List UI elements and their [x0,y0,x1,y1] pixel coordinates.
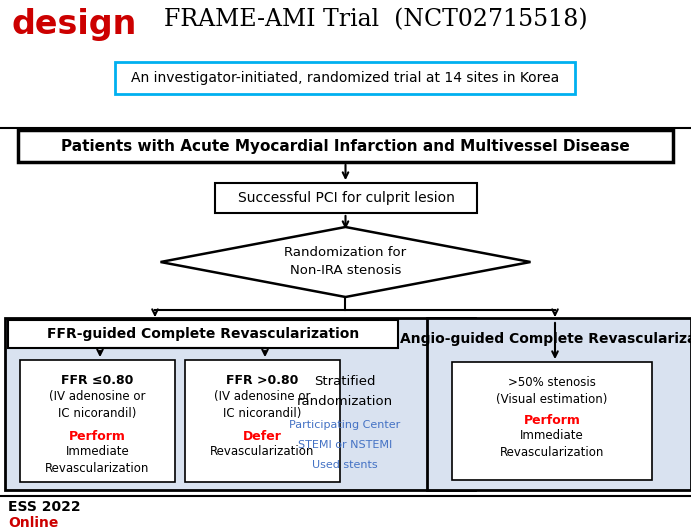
Text: FFR >0.80: FFR >0.80 [227,374,299,387]
Text: FRAME-AMI Trial  (NCT02715518): FRAME-AMI Trial (NCT02715518) [164,8,587,31]
Text: Perform: Perform [69,430,126,443]
FancyBboxPatch shape [452,362,652,480]
Text: design: design [12,8,138,41]
Text: Revascularization: Revascularization [210,445,314,458]
FancyBboxPatch shape [18,130,673,162]
Text: ESS 2022: ESS 2022 [8,500,81,514]
Text: FFR ≤0.80: FFR ≤0.80 [61,374,133,387]
Text: Stratified: Stratified [314,375,376,388]
FancyBboxPatch shape [115,62,575,94]
Text: Used stents: Used stents [312,460,378,470]
FancyBboxPatch shape [8,320,398,348]
Text: STEMI or NSTEMI: STEMI or NSTEMI [298,440,392,450]
Text: An investigator-initiated, randomized trial at 14 sites in Korea: An investigator-initiated, randomized tr… [131,71,559,85]
Text: Participating Center: Participating Center [290,420,401,430]
Polygon shape [160,227,531,297]
Text: Perform: Perform [524,414,580,427]
FancyBboxPatch shape [427,318,691,490]
Text: Randomization for
Non-IRA stenosis: Randomization for Non-IRA stenosis [285,246,406,278]
Text: (IV adenosine or
IC nicorandil): (IV adenosine or IC nicorandil) [49,390,146,420]
Text: Patients with Acute Myocardial Infarction and Multivessel Disease: Patients with Acute Myocardial Infarctio… [61,138,630,154]
Text: FFR-guided Complete Revascularization: FFR-guided Complete Revascularization [47,327,359,341]
FancyBboxPatch shape [5,318,475,490]
Text: Angio-guided Complete Revascularization: Angio-guided Complete Revascularization [400,332,691,346]
Text: (IV adenosine or
IC nicorandil): (IV adenosine or IC nicorandil) [214,390,311,420]
Text: >50% stenosis
(Visual estimation): >50% stenosis (Visual estimation) [496,376,607,406]
Text: Immediate
Revascularization: Immediate Revascularization [500,429,604,459]
Text: Successful PCI for culprit lesion: Successful PCI for culprit lesion [238,191,455,205]
Text: randomization: randomization [297,395,393,408]
FancyBboxPatch shape [20,360,175,482]
Text: Immediate
Revascularization: Immediate Revascularization [46,445,150,475]
Text: Defer: Defer [243,430,282,443]
FancyBboxPatch shape [215,183,477,213]
FancyBboxPatch shape [185,360,340,482]
Text: Online: Online [8,516,58,530]
